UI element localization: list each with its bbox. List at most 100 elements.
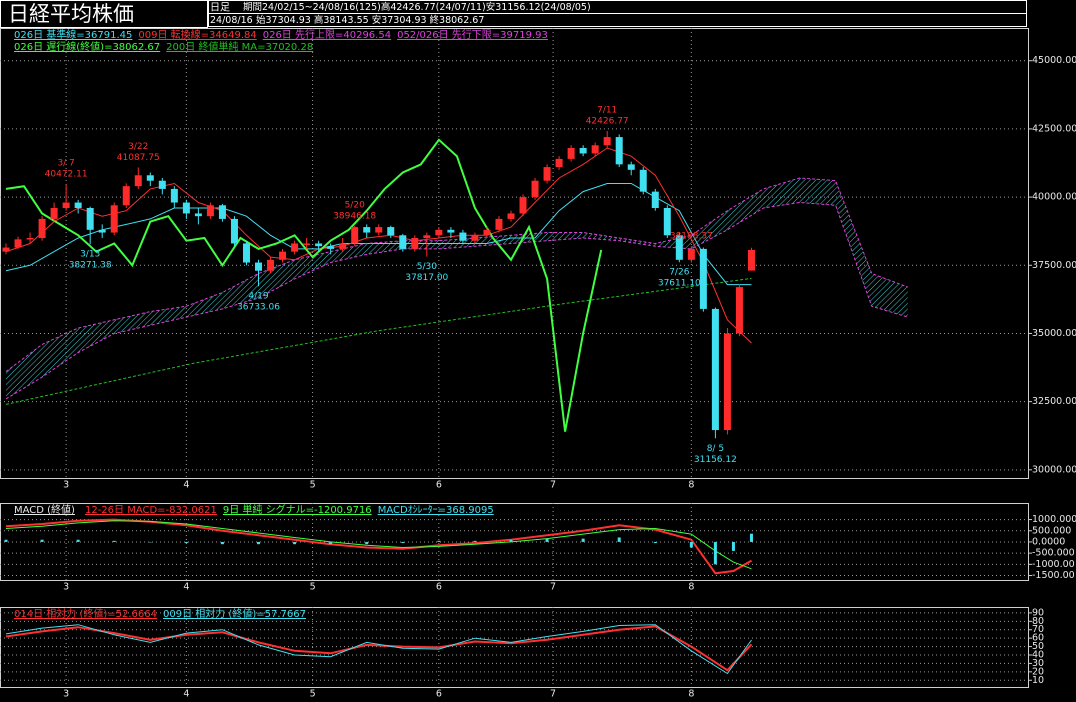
candle-body	[50, 208, 58, 219]
annotation: 38946.18	[333, 211, 376, 221]
annotation: 3/ 7	[57, 159, 74, 169]
candle-body	[531, 180, 539, 198]
annotation: 38188.37	[670, 232, 713, 242]
y-tick-label: 40	[1032, 650, 1044, 661]
candle-body	[591, 145, 599, 154]
annotation: 37817.00	[405, 273, 448, 283]
y-tick-label: 10	[1032, 675, 1044, 686]
candle-body	[651, 191, 659, 208]
histogram-bar	[509, 539, 513, 542]
candle-body	[747, 249, 755, 271]
annotation: 41087.75	[117, 153, 160, 163]
candle-body	[723, 333, 731, 431]
candle-body	[62, 202, 70, 208]
x-tick-label: 8	[688, 582, 694, 593]
x-tick-label: 3	[63, 689, 69, 700]
annotation: 7/26	[669, 268, 689, 278]
histogram-bar	[40, 539, 44, 542]
y-tick-label: 30	[1032, 658, 1044, 669]
histogram-bar	[689, 541, 693, 548]
y-tick-label: 30000.00	[1032, 464, 1076, 475]
legend-entry: 026日 遅行線(終値)=38062.67	[14, 40, 160, 53]
histogram-bar	[581, 538, 585, 542]
x-tick-label: 4	[183, 480, 189, 491]
candle-body	[519, 197, 527, 214]
annotation: 37611.10	[658, 279, 701, 289]
candle-body	[315, 243, 323, 247]
candle-body	[639, 169, 647, 192]
candle-body	[663, 208, 671, 236]
y-tick-label: 20	[1032, 666, 1044, 677]
candle-body	[627, 164, 635, 170]
period: 期間24/02/15~24/08/16(125)高42426.77(24/07/…	[243, 1, 591, 13]
y-tick-label: -1500.00	[1032, 570, 1075, 581]
y-tick-label: 90	[1032, 607, 1044, 618]
legend-entry: 9日 単純 シグナル=-1200.9716	[223, 503, 372, 516]
x-tick-label: 6	[436, 689, 442, 700]
x-tick-label: 3	[63, 480, 69, 491]
histogram-bar	[749, 533, 753, 542]
series-line	[5, 277, 752, 405]
candle-body	[735, 287, 743, 334]
histogram-bar	[4, 539, 8, 542]
candle-body	[267, 259, 275, 271]
series-line	[5, 183, 752, 286]
x-tick-label: 7	[550, 582, 556, 593]
candle-body	[435, 229, 443, 236]
candle-body	[603, 137, 611, 146]
series-line	[5, 138, 603, 432]
x-tick-label: 6	[436, 480, 442, 491]
candle-body	[134, 175, 142, 187]
x-tick-label: 5	[310, 480, 316, 491]
candle-body	[158, 180, 166, 189]
candle-body	[194, 213, 202, 217]
x-tick-label: 4	[183, 582, 189, 593]
x-tick-label: 6	[436, 582, 442, 593]
candle-body	[471, 235, 479, 241]
candle-body	[291, 243, 299, 252]
candle-body	[507, 213, 515, 219]
candle-body	[74, 202, 82, 208]
histogram-bar	[257, 541, 261, 545]
candle-body	[86, 208, 94, 230]
candle-body	[122, 186, 130, 206]
annotation: 3/13	[80, 250, 100, 260]
candle-body	[182, 202, 190, 214]
candle-body	[699, 248, 707, 309]
histogram-bar	[76, 539, 80, 542]
candle-body	[495, 218, 503, 230]
x-tick-label: 3	[63, 582, 69, 593]
candle-body	[387, 227, 395, 236]
candle-body	[567, 148, 575, 159]
candle-body	[303, 243, 311, 245]
candle-body	[339, 243, 347, 249]
x-tick-label: 5	[310, 582, 316, 593]
histogram-bar	[112, 540, 116, 542]
candle-body	[543, 167, 551, 181]
x-tick-label: 4	[183, 689, 189, 700]
candle-body	[170, 188, 178, 203]
candle-body	[279, 251, 287, 260]
cloud-fill	[6, 178, 908, 399]
period-type: 日足	[210, 2, 230, 14]
annotation: 31156.12	[694, 455, 737, 465]
y-tick-label: 60	[1032, 633, 1044, 644]
candle-body	[459, 232, 467, 241]
histogram-bar	[617, 537, 621, 542]
annotation: 7/11	[597, 105, 617, 115]
y-tick-label: 50	[1032, 641, 1044, 652]
legend-entry: 052/026日 先行下限=39719.93	[397, 28, 548, 41]
histogram-bar	[184, 541, 188, 544]
annotation: 5/20	[345, 200, 365, 210]
panel-frame	[0, 607, 1029, 688]
ohlc-box	[208, 13, 1027, 27]
annotation: 3/22	[128, 142, 148, 152]
x-tick-label: 5	[310, 689, 316, 700]
y-tick-label: -500.000	[1032, 548, 1075, 559]
annotation: 36733.06	[237, 303, 280, 313]
y-tick-label: 40000.00	[1032, 192, 1076, 203]
annotation: 8/ 5	[707, 444, 724, 454]
panel-title: MACD (終値)	[14, 503, 75, 516]
y-tick-label: 80	[1032, 616, 1044, 627]
